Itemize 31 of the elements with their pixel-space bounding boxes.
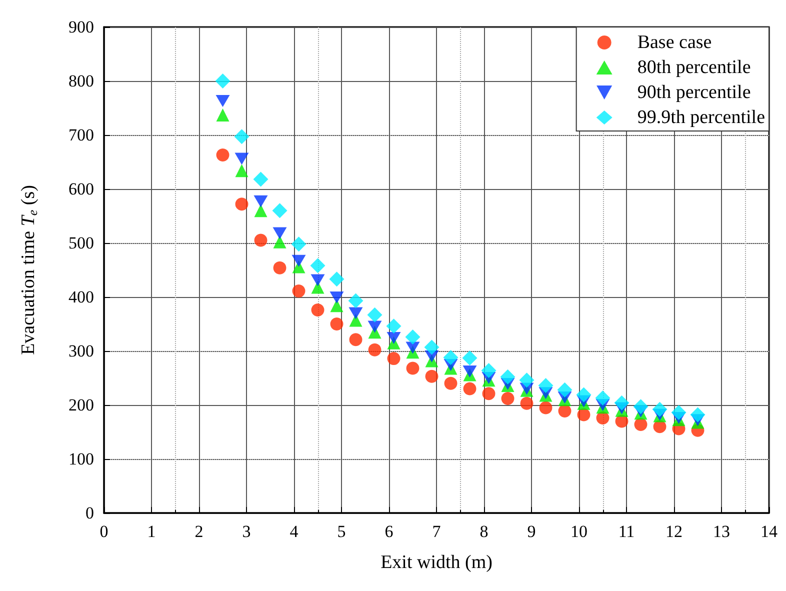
x-tick-label: 7 — [432, 522, 442, 541]
x-tick-label: 1 — [147, 522, 156, 541]
legend-label: 90th percentile — [637, 82, 751, 103]
legend-label: 99.9th percentile — [637, 107, 766, 128]
x-tick-label: 14 — [760, 522, 778, 541]
legend-label: Base case — [637, 32, 712, 53]
x-axis-title: Exit width (m) — [380, 552, 492, 573]
y-tick-label: 100 — [68, 450, 94, 468]
y-axis-title: Evacuation time Te (s) — [18, 185, 40, 355]
x-tick-label: 12 — [666, 522, 682, 541]
y-tick-label: 900 — [68, 18, 94, 36]
x-tick-label: 11 — [618, 522, 635, 541]
y-tick-label: 800 — [68, 72, 94, 90]
y-tick-label: 0 — [86, 504, 94, 522]
y-tick-label: 300 — [68, 342, 94, 360]
y-tick-label: 200 — [68, 396, 94, 414]
y-tick-label: 500 — [68, 234, 94, 252]
x-tick-label: 0 — [100, 522, 108, 541]
x-tick-label: 5 — [337, 522, 346, 541]
x-tick-label: 4 — [290, 522, 299, 541]
x-tick-label: 6 — [384, 522, 394, 541]
x-tick-label: 8 — [480, 522, 488, 541]
x-tick-label: 2 — [194, 522, 204, 541]
x-tick-label: 13 — [713, 522, 730, 541]
y-tick-label: 400 — [68, 288, 94, 306]
y-tick-label: 600 — [68, 180, 94, 198]
y-tick-label: 700 — [68, 126, 94, 144]
x-tick-label: 9 — [527, 522, 536, 541]
x-tick-label: 10 — [570, 522, 588, 541]
x-tick-label: 3 — [242, 522, 251, 541]
legend-label: 80th percentile — [637, 57, 751, 78]
